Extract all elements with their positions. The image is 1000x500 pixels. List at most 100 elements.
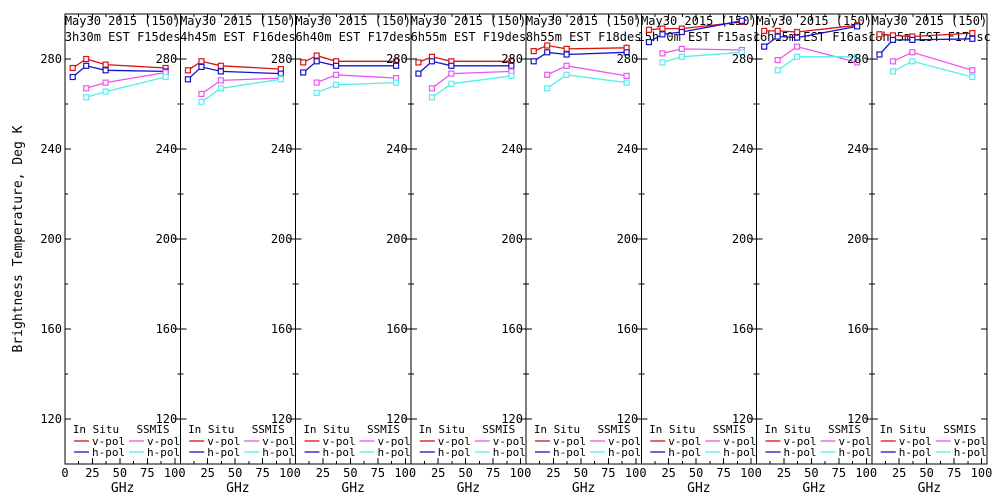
series-insitu-hpol-marker xyxy=(563,51,570,58)
series-ssmis-vpol-marker xyxy=(102,79,109,86)
y-tick-label: 200 xyxy=(732,232,754,246)
y-tick-label: 120 xyxy=(732,412,754,426)
legend-ssmis-vpol-label: v-pol xyxy=(608,435,641,448)
series-insitu-hpol-line xyxy=(878,38,973,55)
series-insitu-vpol-line xyxy=(418,56,512,64)
legend-ssmis-header: SSMIS xyxy=(136,423,169,436)
series-ssmis-vpol-marker xyxy=(448,70,455,77)
x-tick-label: 50 xyxy=(574,466,588,480)
legend-insitu-vpol-label: v-pol xyxy=(668,435,701,448)
panel-title-time: 6h55m EST F19des xyxy=(411,30,527,44)
series-ssmis-hpol-marker xyxy=(793,53,801,60)
series-ssmis-hpol-marker xyxy=(428,94,436,101)
series-ssmis-vpol-marker xyxy=(313,79,320,86)
legend-ssmis-header: SSMIS xyxy=(482,423,515,436)
panel-title-date: May30 2015 (150) xyxy=(872,14,988,28)
series-ssmis-vpol-marker xyxy=(678,45,685,53)
series-ssmis-hpol-marker xyxy=(448,80,455,87)
x-tick-label: 50 xyxy=(228,466,242,480)
legend-ssmis-vpol-label: v-pol xyxy=(378,435,411,448)
y-tick-label: 160 xyxy=(40,322,62,336)
y-tick-label: 280 xyxy=(847,52,869,66)
series-insitu-vpol-marker xyxy=(313,52,320,59)
legend-insitu-hpol-label: h-pol xyxy=(899,446,932,459)
series-ssmis-hpol-marker xyxy=(198,98,205,105)
series-insitu-vpol-marker xyxy=(544,42,551,49)
series-ssmis-hpol-marker xyxy=(162,73,169,81)
legend-ssmis-hpol-label: h-pol xyxy=(839,446,872,459)
x-tick-label: 25 xyxy=(85,466,99,480)
legend-ssmis-vpol-label: v-pol xyxy=(493,435,526,448)
x-tick-label: 25 xyxy=(546,466,560,480)
x-tick-label: 0 xyxy=(61,466,68,480)
y-tick-label: 160 xyxy=(847,322,869,336)
x-tick-label: 100 xyxy=(394,466,416,480)
series-insitu-hpol-line xyxy=(187,66,281,80)
legend-ssmis-hpol-label: h-pol xyxy=(147,446,180,459)
series-ssmis-vpol-marker xyxy=(659,50,666,57)
series-ssmis-hpol-marker xyxy=(774,67,781,74)
x-tick-label: 100 xyxy=(625,466,647,480)
legend-ssmis-vpol-label: v-pol xyxy=(147,435,180,448)
series-ssmis-hpol-marker xyxy=(738,49,745,56)
series-insitu-hpol-marker xyxy=(530,58,537,65)
series-ssmis-hpol-marker xyxy=(563,71,570,78)
y-tick-label: 280 xyxy=(271,52,293,66)
legend-ssmis-header: SSMIS xyxy=(943,423,976,436)
series-insitu-hpol-marker xyxy=(853,23,861,30)
panel-title-date: May30 2015 (150) xyxy=(526,14,642,28)
series-insitu-hpol-line xyxy=(648,20,742,43)
series-ssmis-hpol-marker xyxy=(277,76,284,83)
series-insitu-vpol-line xyxy=(879,32,973,38)
panel-8: 280 240 200 160 120 25 50 75 100 GHz May30 2015 (1… xyxy=(847,13,992,496)
series-insitu-vpol-marker xyxy=(876,31,883,38)
series-insitu-hpol-marker xyxy=(508,62,515,69)
legend-ssmis-hpol-label: h-pol xyxy=(378,446,411,459)
series-insitu-hpol-marker xyxy=(69,73,76,81)
x-tick-label: 25 xyxy=(777,466,791,480)
y-tick-label: 240 xyxy=(847,142,869,156)
series-insitu-vpol-line xyxy=(302,54,397,63)
y-tick-label: 280 xyxy=(156,52,178,66)
series-insitu-hpol-marker xyxy=(623,49,630,56)
series-ssmis-vpol-marker xyxy=(969,67,976,74)
legend-insitu-vpol-label: v-pol xyxy=(438,435,471,448)
x-axis-unit-label: GHz xyxy=(918,481,941,496)
x-tick-label: 75 xyxy=(140,466,154,480)
series-ssmis-hpol-marker xyxy=(392,79,400,86)
series-ssmis-vpol-line xyxy=(892,51,973,71)
y-tick-label: 160 xyxy=(617,322,639,336)
y-tick-label: 240 xyxy=(501,142,523,156)
x-axis-unit-label: GHz xyxy=(111,481,134,496)
series-insitu-hpol-marker xyxy=(415,70,422,77)
x-axis-unit-label: GHz xyxy=(341,481,364,496)
series-insitu-vpol-line xyxy=(72,58,166,69)
panel-title-time: 8h55m EST F18des xyxy=(526,30,642,44)
x-tick-label: 50 xyxy=(689,466,703,480)
legend-insitu-vpol-label: v-pol xyxy=(553,435,586,448)
panel-title-time: 16h15m EST F16asc xyxy=(753,30,876,44)
x-tick-label: 75 xyxy=(716,466,730,480)
legend-ssmis-header: SSMIS xyxy=(597,423,630,436)
x-axis-unit-label: GHz xyxy=(457,481,480,496)
legend-insitu-hpol-label: h-pol xyxy=(668,446,701,459)
y-tick-label: 200 xyxy=(847,232,869,246)
panel-title-time: 3h30m EST F15des xyxy=(65,30,181,44)
series-insitu-hpol-line xyxy=(533,51,627,62)
y-tick-label: 280 xyxy=(386,52,408,66)
series-ssmis-hpol-marker xyxy=(678,53,685,60)
legend-insitu-vpol-label: v-pol xyxy=(92,435,125,448)
series-insitu-vpol-marker xyxy=(563,45,570,53)
legend-insitu-header: In Situ xyxy=(73,423,119,436)
panel-title-date: May30 2015 (150) xyxy=(756,14,872,28)
y-tick-label: 120 xyxy=(271,412,293,426)
series-insitu-hpol-marker xyxy=(645,39,653,46)
x-axis-unit-label: GHz xyxy=(226,481,249,496)
series-ssmis-hpol-line xyxy=(86,76,166,98)
series-insitu-hpol-marker xyxy=(217,68,224,75)
x-axis-unit-label: GHz xyxy=(572,481,595,496)
y-tick-label: 240 xyxy=(386,142,408,156)
series-insitu-hpol-line xyxy=(72,65,166,78)
series-insitu-hpol-marker xyxy=(198,63,205,71)
